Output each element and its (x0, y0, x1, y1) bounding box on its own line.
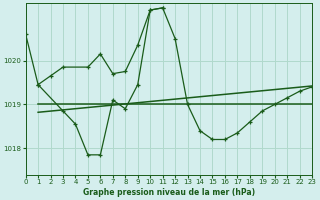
X-axis label: Graphe pression niveau de la mer (hPa): Graphe pression niveau de la mer (hPa) (83, 188, 255, 197)
